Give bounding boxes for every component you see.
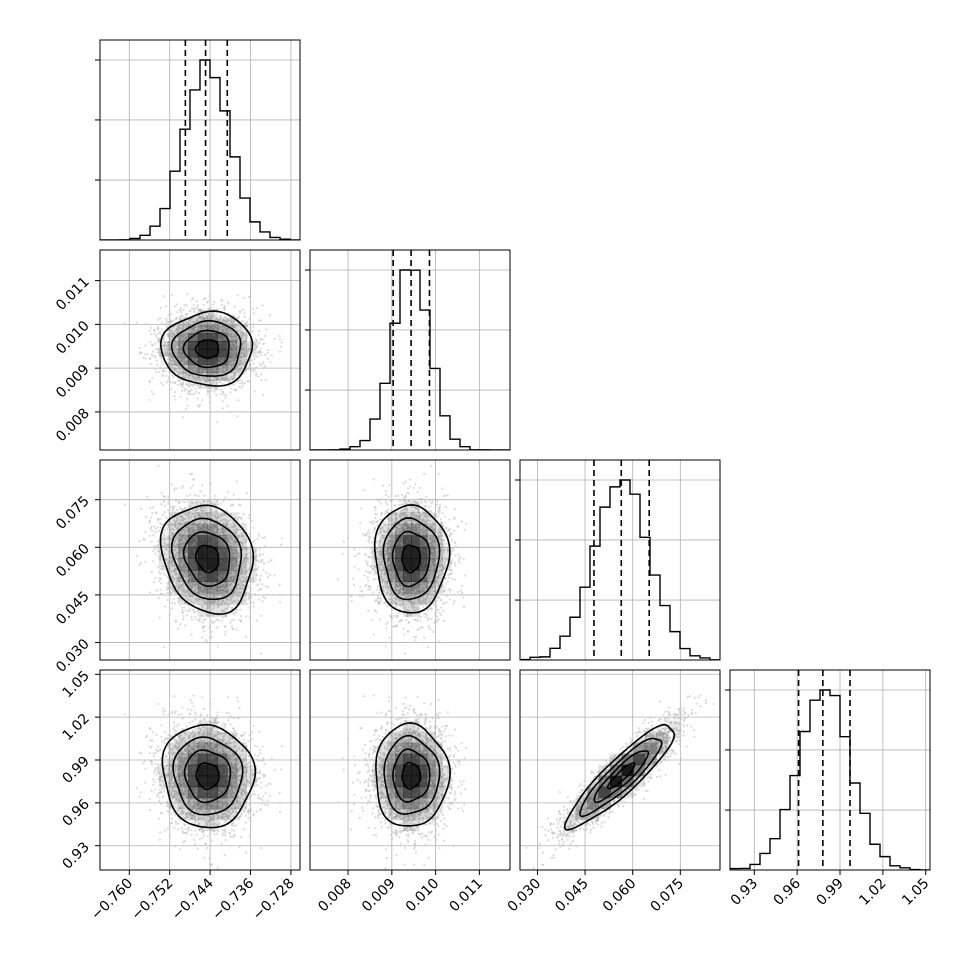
y-tick-label-3-0: 0.93 xyxy=(59,839,92,872)
y-tick-label-2-2: 0.060 xyxy=(53,541,93,581)
scatter-panel-2-0 xyxy=(100,460,300,660)
histogram-panel-2 xyxy=(520,460,720,660)
x-tick-label-1-0: 0.008 xyxy=(315,876,355,916)
panel-frame-1-1 xyxy=(309,249,511,451)
contour-3 xyxy=(375,722,451,827)
panel-frame-3-2 xyxy=(519,669,721,871)
scatter-panel-1-0 xyxy=(100,250,300,450)
contour-3 xyxy=(373,504,451,614)
contour-0 xyxy=(195,762,220,791)
x-tick-label-2-1: 0.045 xyxy=(552,876,592,916)
panel-frame-1-0 xyxy=(99,249,301,451)
density-grid xyxy=(563,720,680,832)
contour-1 xyxy=(183,749,232,804)
contour-1 xyxy=(593,750,650,804)
contour-3 xyxy=(563,723,676,831)
y-tick-label-3-3: 1.02 xyxy=(59,711,92,744)
x-tick-label-0-2: −0.744 xyxy=(169,875,217,923)
histogram-step-1 xyxy=(310,269,510,450)
x-tick-label-0-4: −0.728 xyxy=(250,876,298,924)
density-grid xyxy=(371,500,451,617)
y-tick-label-1-2: 0.010 xyxy=(53,318,93,358)
contour-1 xyxy=(392,748,431,803)
x-tick-label-3-4: 1.05 xyxy=(899,876,932,909)
histogram-step-3 xyxy=(730,689,930,870)
x-tick-label-1-3: 0.011 xyxy=(447,876,487,916)
contour-0 xyxy=(401,544,422,574)
x-tick-label-3-1: 0.96 xyxy=(771,875,804,908)
x-tick-label-2-0: 0.030 xyxy=(505,876,545,916)
y-tick-label-2-3: 0.075 xyxy=(53,493,93,533)
scatter-panel-3-0 xyxy=(100,670,300,870)
panel-frame-2-0 xyxy=(99,459,301,661)
contour-2 xyxy=(383,734,441,815)
y-tick-label-2-1: 0.045 xyxy=(53,588,93,628)
contour-2 xyxy=(382,517,441,601)
panel-frame-3-1 xyxy=(309,669,511,871)
contour-1 xyxy=(182,531,231,588)
panel-frame-3-3 xyxy=(729,669,931,871)
contour-0 xyxy=(195,544,220,574)
contour-2 xyxy=(172,736,244,816)
panel-frame-0-0 xyxy=(99,39,301,241)
histogram-step-2 xyxy=(520,479,720,660)
contour-0 xyxy=(606,762,636,790)
histogram-step-0 xyxy=(100,59,300,240)
contour-3 xyxy=(160,310,254,387)
contour-2 xyxy=(170,320,242,377)
y-tick-label-1-3: 0.011 xyxy=(53,274,93,314)
y-tick-label-2-0: 0.030 xyxy=(53,636,93,676)
panel-frame-2-2 xyxy=(519,459,721,661)
scatter-panel-2-1 xyxy=(310,460,510,660)
contour-3 xyxy=(159,504,255,615)
contour-0 xyxy=(401,761,422,790)
y-tick-label-1-1: 0.009 xyxy=(53,362,93,402)
contour-1 xyxy=(391,530,431,588)
y-tick-label-1-0: 0.008 xyxy=(53,405,93,445)
contour-2 xyxy=(170,517,243,601)
y-tick-label-3-1: 0.96 xyxy=(59,796,92,829)
x-tick-label-0-0: −0.760 xyxy=(88,876,136,924)
contour-0 xyxy=(194,339,220,360)
x-tick-label-0-3: −0.736 xyxy=(209,875,257,923)
contour-3 xyxy=(161,723,257,829)
x-tick-label-2-3: 0.075 xyxy=(647,876,687,916)
panel-frame-2-1 xyxy=(309,459,511,661)
panel-frame-3-0 xyxy=(99,669,301,871)
contour-2 xyxy=(579,737,663,818)
scatter-panel-3-1 xyxy=(310,670,510,870)
x-tick-label-3-0: 0.93 xyxy=(728,876,761,909)
contour-1 xyxy=(182,329,230,369)
x-tick-label-3-3: 1.02 xyxy=(856,876,889,909)
histogram-panel-3 xyxy=(730,670,930,870)
y-tick-label-3-2: 0.99 xyxy=(59,754,92,787)
x-tick-label-0-1: −0.752 xyxy=(129,876,177,924)
x-tick-label-2-2: 0.060 xyxy=(600,876,640,916)
scatter-panel-3-2 xyxy=(520,670,720,870)
x-tick-label-1-2: 0.010 xyxy=(403,876,443,916)
x-tick-label-3-2: 0.99 xyxy=(813,876,846,909)
x-tick-label-1-1: 0.009 xyxy=(359,876,399,916)
histogram-panel-1 xyxy=(310,250,510,450)
histogram-panel-0 xyxy=(100,40,300,240)
